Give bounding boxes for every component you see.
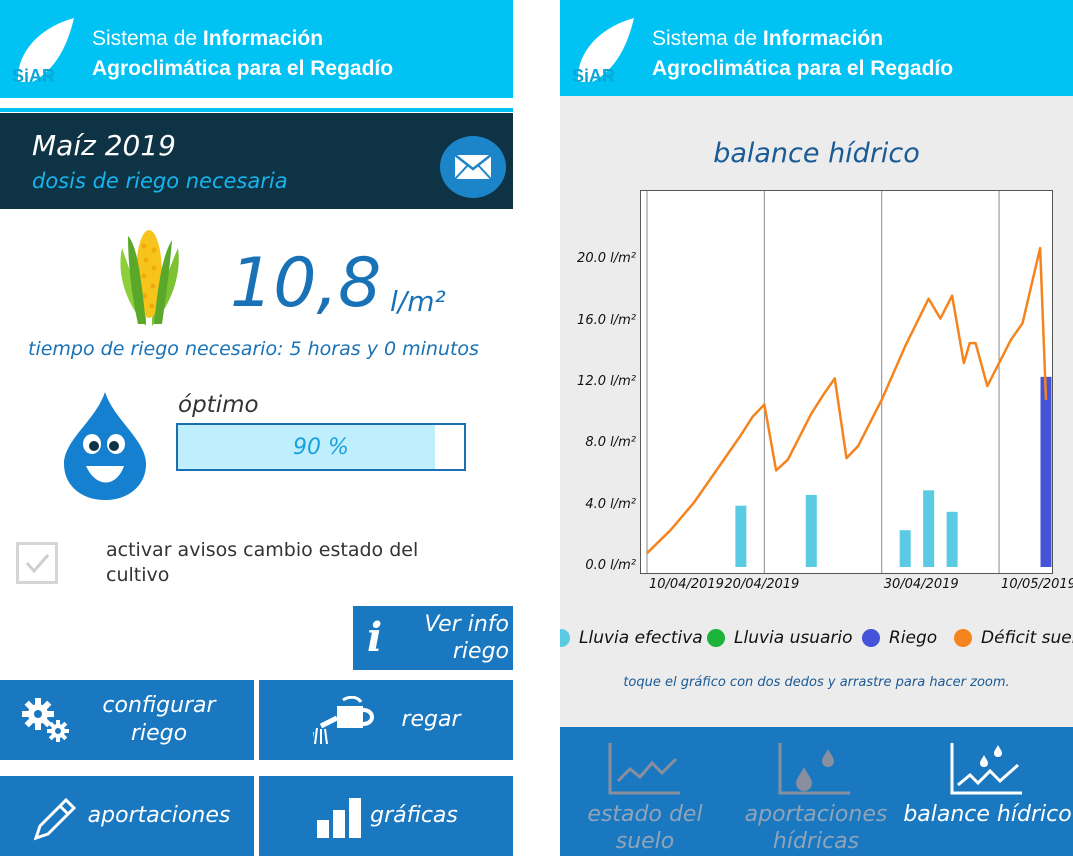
soil-chart-icon [608,743,680,795]
zoom-hint: toque el gráfico con dos dedos y arrastr… [623,675,1010,690]
legend-label-lluvia-efectiva: Lluvia efectiva [579,628,703,648]
check-icon [25,554,50,574]
charts-button[interactable]: gráficas [259,776,513,856]
x-tick-label: 30/04/2019 [883,577,959,592]
siar-logo: SiAR [572,18,634,86]
status-label: óptimo [178,392,259,418]
mail-button[interactable] [440,136,506,198]
nav-soil-state-label: estado del suelo [587,802,703,854]
nav-water-balance[interactable]: balance hídrico [902,727,1073,856]
progress-fill [178,425,436,469]
legend-deficit: Déficit suel [954,628,1073,648]
left-screen: SiAR Sistema de Información Agroclimátic… [0,0,513,856]
y-tick-label: 8.0 l/m² [585,435,636,451]
y-tick-label: 0.0 l/m² [585,558,636,573]
chart-plot-area [646,191,1052,573]
bar-lluvia-efectiva-3 [923,490,935,567]
x-tick-label: 10/05/2019 [1001,577,1073,592]
header-divider [0,108,513,112]
bar-lluvia-efectiva-1 [805,494,817,567]
alerts-label: activar avisos cambio estado del cultivo [106,539,419,586]
nav-soil-state[interactable]: estado del suelo [560,727,730,856]
irrigate-label: regar [401,707,461,732]
configure-irrigation-button[interactable]: configurar riego [0,680,254,760]
logo-text: SiAR [572,66,615,86]
irrigation-time: tiempo de riego necesario: 5 horas y 0 m… [28,338,479,360]
legend-dot-deficit [954,629,972,647]
crop-title: Maíz 2019 [32,129,176,162]
legend-dot-lluvia-efectiva [560,629,570,647]
app-title: Sistema de Información Agroclimática par… [92,27,394,80]
info-button[interactable]: i Ver info riego [353,606,513,670]
configure-irrigation-label: configurar riego [102,693,216,746]
status-progress-bar: 90 % [176,423,466,471]
bar-chart-icon [317,798,361,838]
y-tick-label: 4.0 l/m² [585,496,636,512]
alerts-checkbox[interactable] [16,542,58,584]
bar-lluvia-efectiva-4 [946,511,958,567]
legend-label-deficit: Déficit suel [981,628,1073,648]
nav-water-balance-label: balance hídrico [903,802,1072,827]
crop-bar: Maíz 2019 dosis de riego necesaria [0,113,513,209]
logo-text: SiAR [12,66,55,86]
line-deficit-suelo [646,246,1048,555]
drops-chart-icon [778,743,850,795]
y-tick-label: 20.0 l/m² [577,251,636,267]
siar-logo: SiAR [12,18,74,86]
watering-can-icon [313,696,374,745]
legend-riego: Riego [862,628,937,648]
legend-label-riego: Riego [889,628,938,648]
irrigate-button[interactable]: regar [259,680,513,760]
app-title-right: Sistema de Información Agroclimática par… [652,27,954,80]
info-button-label: Ver info riego [424,612,509,664]
bar-lluvia-efectiva-2 [899,530,911,567]
legend-lluvia-efectiva: Lluvia efectiva [560,628,703,648]
corn-icon [120,230,179,326]
x-tick-label: 20/04/2019 [724,577,800,592]
right-screen: SiAR Sistema de Información Agroclimátic… [560,0,1073,856]
info-icon: i [367,614,383,661]
crop-subtitle: dosis de riego necesaria [32,169,288,193]
legend-dot-riego [862,629,880,647]
contributions-button[interactable]: aportaciones [0,776,254,856]
contributions-label: aportaciones [87,803,231,828]
chart-title: balance hídrico [713,138,920,169]
legend-dot-lluvia-usuario [707,629,725,647]
envelope-icon [454,154,492,180]
balance-chart-icon [950,743,1022,795]
chart-legend: Lluvia efectiva Lluvia usuario Riego Déf… [560,628,1073,654]
nav-water-contributions-label: aportaciones hídricas [744,802,888,854]
pencil-icon [33,797,77,841]
nav-water-contributions[interactable]: aportaciones hídricas [730,727,902,856]
progress-text: 90 % [293,434,349,460]
y-tick-label: 16.0 l/m² [577,312,636,328]
legend-lluvia-usuario: Lluvia usuario [707,628,853,648]
bottom-nav: estado del suelo aportaciones hídricas b… [560,727,1073,856]
dose-unit: l/m² [390,285,446,318]
gears-icon [22,698,69,742]
charts-label: gráficas [370,803,458,828]
dose-value: 10,8 [230,244,382,323]
water-drop-icon [64,392,146,500]
legend-label-lluvia-usuario: Lluvia usuario [734,628,853,648]
y-tick-label: 12.0 l/m² [577,374,636,389]
bar-lluvia-efectiva-0 [735,505,747,567]
bar-riego-0 [1040,376,1052,567]
balance-chart[interactable] [640,190,1053,574]
app-header-right: SiAR Sistema de Información Agroclimátic… [560,0,1073,96]
x-tick-label: 10/04/2019 [649,577,724,592]
app-header: SiAR Sistema de Información Agroclimátic… [0,0,513,103]
